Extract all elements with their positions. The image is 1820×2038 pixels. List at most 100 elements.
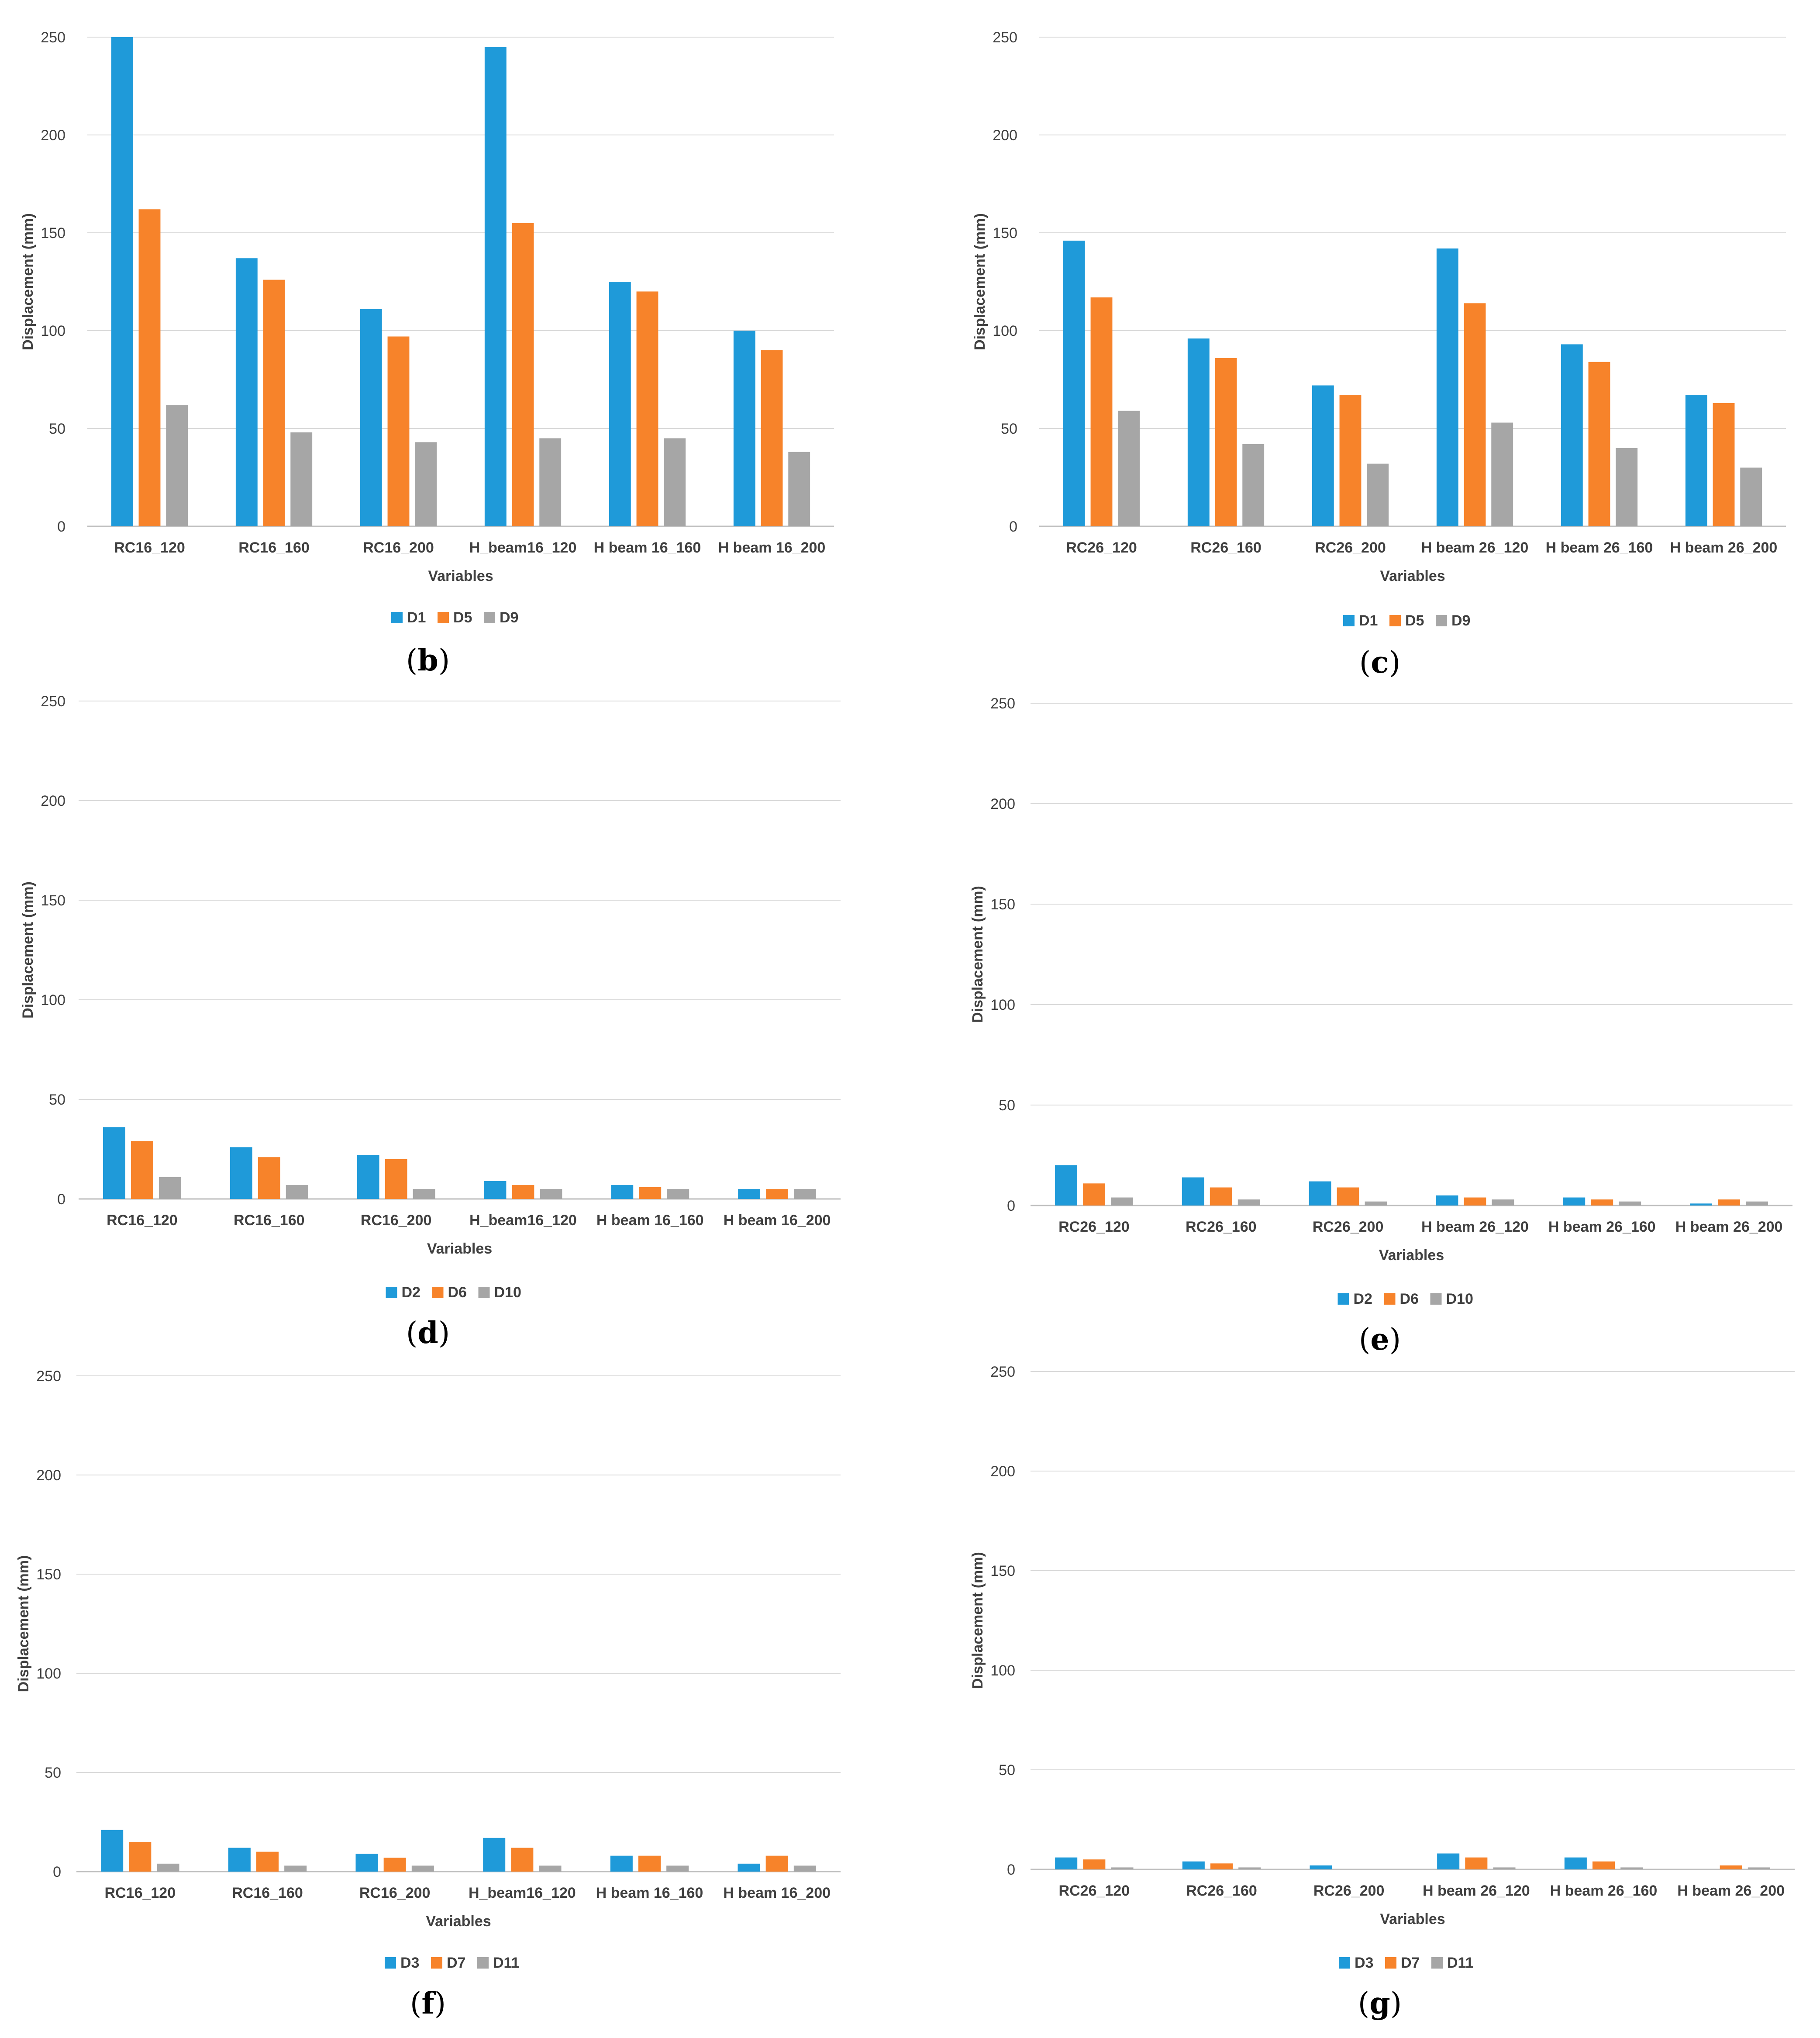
legend-swatch-d1 <box>391 612 403 623</box>
legend-label-d9: D9 <box>1451 612 1470 629</box>
panel-caption-d: (d) <box>406 1316 450 1351</box>
bar-d2-3 <box>1309 1181 1331 1206</box>
x-tick-label: H beam 16_200 <box>724 1212 831 1229</box>
bar-d9-2 <box>1242 444 1265 526</box>
x-tick-label: RC26_200 <box>1315 539 1386 556</box>
chart-panel-c: 0 50 100 150 200 250 Displacement (mm) RC26_120… <box>972 29 1786 680</box>
bar-d7-4 <box>511 1848 534 1872</box>
bar-d3-1 <box>1055 1857 1078 1869</box>
legend-swatch-d7 <box>431 1957 442 1969</box>
caption-letter: d <box>417 1316 438 1351</box>
bar-d6-2 <box>1210 1187 1232 1206</box>
x-tick-label: RC26_200 <box>1313 1883 1385 1899</box>
chart-panel-f: 0 50 100 150 200 250 Displacement (mm) RC16_120… <box>15 1368 841 2021</box>
caption-open-paren: ( <box>406 1316 418 1351</box>
bar-d9-6 <box>1740 467 1762 526</box>
chart-panel-g: 0 50 100 150 200 250 Displacement (mm) RC26_120… <box>969 1364 1795 2021</box>
bar-d9-2 <box>290 432 313 526</box>
x-tick-label: H_beam16_120 <box>469 539 577 556</box>
x-tick-label: H beam 26_200 <box>1677 1883 1785 1899</box>
bar-d10-1 <box>1110 1197 1133 1206</box>
y-tick-label: 200 <box>990 796 1015 812</box>
x-tick-label: H beam 26_120 <box>1421 539 1529 556</box>
bar-d5-2 <box>1215 358 1237 526</box>
bar-d6-5 <box>1591 1199 1613 1206</box>
x-tick-label: RC26_120 <box>1058 1219 1130 1235</box>
legend-label-d1: D1 <box>407 609 426 626</box>
y-tick-label: 50 <box>49 421 65 437</box>
bar-d1-5 <box>1561 344 1583 526</box>
caption-open-paren: ( <box>410 1986 422 2021</box>
y-tick-label: 150 <box>990 1563 1015 1579</box>
bar-d5-4 <box>1464 303 1486 526</box>
y-tick-label: 100 <box>41 992 65 1009</box>
y-tick-label: 100 <box>993 323 1017 339</box>
y-axis-title: Displacement (mm) <box>972 213 988 350</box>
y-tick-label: 250 <box>41 693 65 710</box>
bar-d10-6 <box>794 1189 817 1199</box>
legend-swatch-d3 <box>1339 1957 1350 1969</box>
y-axis-title: Displacement (mm) <box>969 1552 986 1689</box>
bar-d9-6 <box>788 452 810 526</box>
bar-d5-6 <box>1713 403 1735 526</box>
bar-d11-4 <box>539 1865 562 1872</box>
x-tick-label: H beam 16_160 <box>594 539 701 556</box>
y-tick-label: 0 <box>57 518 65 535</box>
bar-d6-6 <box>766 1189 789 1199</box>
y-tick-label: 150 <box>990 896 1015 913</box>
legend-label-d2: D2 <box>1354 1291 1372 1307</box>
legend-label-d11: D11 <box>1447 1955 1474 1971</box>
y-tick-label: 150 <box>41 225 65 242</box>
x-tick-label: RC26_120 <box>1066 539 1137 556</box>
caption-open-paren: ( <box>1359 646 1371 680</box>
legend-label-d6: D6 <box>448 1284 467 1301</box>
legend-label-d3: D3 <box>400 1955 419 1971</box>
bar-d7-5 <box>638 1855 661 1872</box>
bar-d2-6 <box>738 1189 761 1199</box>
legend-label-d6: D6 <box>1400 1291 1419 1307</box>
legend-swatch-d10 <box>1430 1293 1442 1305</box>
bar-d5-5 <box>636 291 658 526</box>
legend-label-d10: D10 <box>494 1284 521 1301</box>
bar-d1-6 <box>733 331 755 526</box>
y-tick-label: 100 <box>36 1665 61 1682</box>
caption-close-paren: ) <box>438 1316 450 1351</box>
x-tick-label: RC16_200 <box>363 539 434 556</box>
bar-d9-5 <box>664 438 686 526</box>
legend-swatch-d10 <box>478 1287 490 1298</box>
legend-swatch-d1 <box>1343 615 1355 626</box>
y-tick-label: 200 <box>41 127 65 144</box>
y-tick-label: 200 <box>36 1467 61 1484</box>
bar-d7-3 <box>383 1858 406 1872</box>
bar-d1-2 <box>235 258 258 526</box>
bar-d7-2 <box>256 1851 279 1872</box>
y-axis-title: Displacement (mm) <box>969 886 986 1023</box>
bar-d5-3 <box>1339 395 1362 526</box>
bar-d3-2 <box>1182 1861 1205 1869</box>
bar-d10-1 <box>159 1177 181 1199</box>
bar-d6-4 <box>512 1185 534 1199</box>
y-tick-label: 100 <box>990 1662 1015 1679</box>
legend-swatch-d6 <box>432 1287 444 1298</box>
x-tick-label: RC26_200 <box>1313 1219 1384 1235</box>
bar-d7-5 <box>1592 1861 1615 1869</box>
y-tick-label: 100 <box>990 997 1015 1013</box>
legend-label-d9: D9 <box>500 609 518 626</box>
bar-d10-4 <box>540 1189 562 1199</box>
bar-d3-5 <box>610 1855 633 1872</box>
bar-d3-2 <box>228 1848 251 1872</box>
bar-d5-4 <box>512 223 534 527</box>
caption-open-paren: ( <box>1359 1323 1371 1357</box>
y-tick-label: 50 <box>1001 421 1017 437</box>
legend-swatch-d9 <box>484 612 495 623</box>
bar-d11-6 <box>793 1865 816 1872</box>
x-tick-label: H beam 26_120 <box>1423 1883 1530 1899</box>
chart-panel-e: 0 50 100 150 200 250 Displacement (mm) RC26_120… <box>969 695 1792 1357</box>
y-tick-label: 200 <box>41 793 65 809</box>
caption-close-paren: ) <box>1389 646 1401 680</box>
x-tick-label: RC16_120 <box>114 539 185 556</box>
y-tick-label: 250 <box>36 1368 61 1385</box>
bar-d9-5 <box>1616 448 1638 526</box>
y-tick-label: 150 <box>36 1566 61 1583</box>
caption-letter: f <box>421 1986 436 2021</box>
